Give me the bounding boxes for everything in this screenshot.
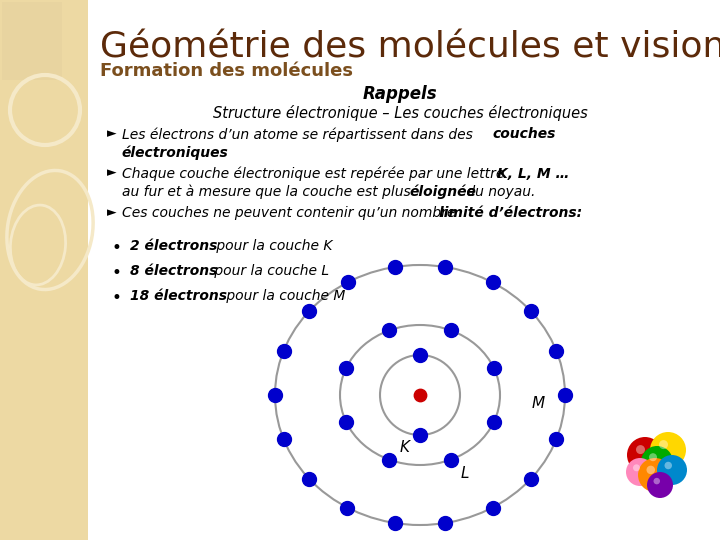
Point xyxy=(384,455,395,464)
Point xyxy=(303,307,315,316)
Text: K, L, M …: K, L, M … xyxy=(497,167,570,180)
Circle shape xyxy=(633,464,640,471)
Bar xyxy=(2,2,62,80)
Text: Formation des molécules: Formation des molécules xyxy=(100,62,353,80)
Circle shape xyxy=(627,437,663,473)
Text: limité d’électrons:: limité d’électrons: xyxy=(439,206,582,220)
Point xyxy=(389,262,400,271)
Point xyxy=(445,326,456,335)
Text: Les électrons d’un atome se répartissent dans des: Les électrons d’un atome se répartissent… xyxy=(122,127,477,141)
Circle shape xyxy=(649,453,657,461)
Point xyxy=(303,474,315,483)
Point xyxy=(342,278,354,287)
Point xyxy=(551,346,562,355)
Point xyxy=(551,435,562,444)
Circle shape xyxy=(650,432,686,468)
Point xyxy=(559,390,571,399)
Text: •: • xyxy=(112,289,122,307)
Text: 18 électrons: 18 électrons xyxy=(130,289,227,303)
Text: Structure électronique – Les couches électroniques: Structure électronique – Les couches éle… xyxy=(212,105,588,121)
Circle shape xyxy=(657,455,687,485)
Text: couches: couches xyxy=(492,127,555,141)
Text: éloignée: éloignée xyxy=(409,185,476,199)
Point xyxy=(488,417,500,426)
Text: 8 électrons: 8 électrons xyxy=(130,264,217,278)
Text: Ces couches ne peuvent contenir qu’un nombre: Ces couches ne peuvent contenir qu’un no… xyxy=(122,206,460,220)
Point xyxy=(439,519,451,528)
Text: pour la couche L: pour la couche L xyxy=(210,264,329,278)
Text: K: K xyxy=(400,440,410,455)
Point xyxy=(278,435,289,444)
Point xyxy=(414,431,426,440)
Point xyxy=(488,364,500,373)
Text: au fur et à mesure que la couche est plus: au fur et à mesure que la couche est plu… xyxy=(122,185,415,199)
Point xyxy=(526,474,537,483)
Text: pour la couche M: pour la couche M xyxy=(222,289,346,303)
Circle shape xyxy=(636,445,645,454)
Point xyxy=(526,307,537,316)
Circle shape xyxy=(647,472,673,498)
Text: du noyau.: du noyau. xyxy=(462,185,536,199)
Text: électroniques: électroniques xyxy=(122,145,229,159)
Text: •: • xyxy=(112,239,122,256)
Bar xyxy=(0,0,88,540)
Circle shape xyxy=(647,465,655,474)
Text: L: L xyxy=(461,465,469,481)
Point xyxy=(487,278,498,287)
Point xyxy=(439,262,451,271)
Circle shape xyxy=(654,478,660,484)
Point xyxy=(445,455,456,464)
Point xyxy=(414,390,426,399)
Text: ►: ► xyxy=(107,206,117,219)
Text: M: M xyxy=(531,395,544,410)
Text: ►: ► xyxy=(107,167,117,180)
Circle shape xyxy=(638,458,672,492)
Circle shape xyxy=(665,462,672,469)
Text: Géométrie des molécules et vision: Géométrie des molécules et vision xyxy=(100,30,720,64)
Point xyxy=(389,519,400,528)
Text: pour la couche K: pour la couche K xyxy=(212,239,333,253)
Point xyxy=(487,503,498,512)
Point xyxy=(384,326,395,335)
Circle shape xyxy=(626,458,654,486)
Text: Rappels: Rappels xyxy=(363,85,437,103)
Point xyxy=(341,364,352,373)
Point xyxy=(342,503,354,512)
Point xyxy=(414,350,426,359)
Point xyxy=(278,346,289,355)
Circle shape xyxy=(659,440,668,449)
Point xyxy=(341,417,352,426)
Text: ►: ► xyxy=(107,127,117,140)
Text: 2 électrons: 2 électrons xyxy=(130,239,217,253)
Point xyxy=(269,390,281,399)
Circle shape xyxy=(641,446,673,478)
Text: Chaque couche électronique est repérée par une lettre: Chaque couche électronique est repérée p… xyxy=(122,167,509,181)
Text: •: • xyxy=(112,264,122,282)
